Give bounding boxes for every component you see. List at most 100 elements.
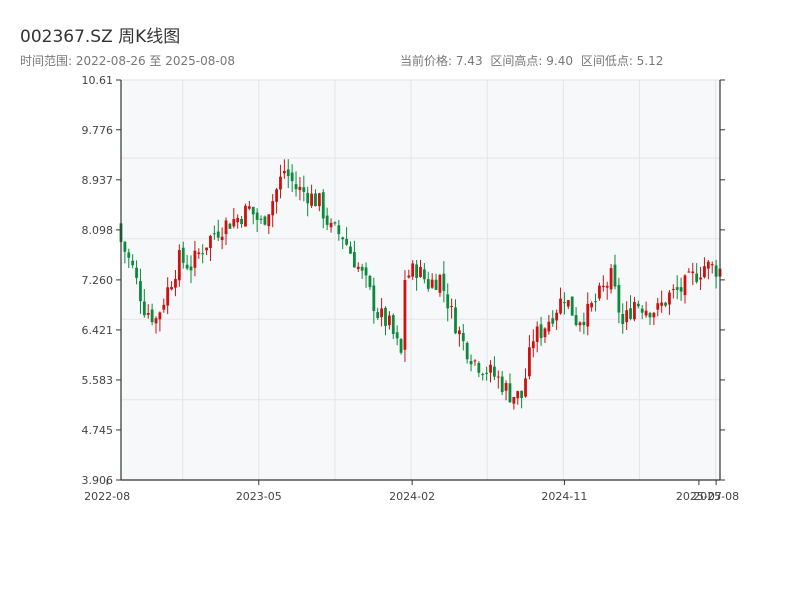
candle-body: [399, 339, 403, 353]
candle-body: [356, 266, 360, 269]
candle-body: [465, 342, 469, 360]
candle-body: [232, 219, 236, 227]
y-tick-label: 5.583: [82, 374, 114, 387]
candle-body: [146, 312, 150, 315]
candle-body: [131, 260, 135, 266]
candle-body: [609, 268, 613, 290]
candle-body: [426, 279, 430, 289]
candle-body: [170, 287, 173, 290]
candle-body: [699, 277, 702, 280]
candle-body: [516, 391, 520, 399]
candle-body: [135, 267, 138, 278]
candle-body: [528, 347, 531, 377]
candle-body: [493, 366, 496, 377]
candle-body: [512, 396, 516, 404]
candle-body: [267, 214, 271, 227]
candle-body: [640, 308, 644, 313]
candle-body: [376, 312, 380, 318]
candle-body: [543, 328, 547, 338]
candle-body: [220, 236, 224, 241]
candle-body: [341, 237, 345, 240]
candle-body: [212, 233, 216, 235]
candle-body: [535, 326, 539, 342]
candle-body: [648, 313, 652, 318]
grid: [121, 79, 720, 481]
x-tick-label: 2025-07: [676, 490, 722, 503]
candle-body: [395, 332, 399, 339]
candle-body: [189, 266, 193, 271]
candle-body: [166, 287, 170, 306]
candle-body: [142, 301, 146, 316]
candle-body: [644, 310, 648, 316]
price-summary: 当前价格: 7.43 区间高点: 9.40 区间低点: 5.12: [400, 52, 667, 69]
candle-body: [298, 186, 302, 191]
candle-body: [524, 378, 527, 397]
candle-body: [205, 247, 208, 251]
candle-body: [594, 301, 597, 303]
candle-body: [314, 193, 317, 207]
candle-body: [605, 285, 609, 288]
y-tick-label: 4.745: [82, 424, 114, 437]
candle-body: [578, 322, 582, 326]
candle-body: [177, 250, 181, 281]
candle-body: [531, 341, 535, 349]
candle-body: [430, 279, 434, 288]
candle-body: [372, 285, 376, 311]
candle-body: [321, 192, 325, 219]
candle-body: [391, 315, 395, 334]
candle-body: [671, 288, 675, 290]
candle-body: [286, 169, 290, 177]
candle-body: [216, 231, 220, 238]
candle-body: [333, 222, 337, 224]
candle-body: [683, 275, 687, 296]
y-tick-label: 8.937: [82, 174, 114, 187]
y-tick-label: 8.098: [82, 224, 114, 237]
candle-body: [329, 222, 333, 228]
candle-body: [691, 271, 695, 274]
candle-body: [127, 252, 131, 258]
candle-body: [625, 310, 629, 323]
candle-body: [703, 266, 706, 278]
candle-body: [668, 292, 671, 305]
candle-body: [407, 275, 411, 278]
candle-body: [601, 285, 605, 288]
candle-body: [162, 304, 166, 310]
candle-body: [364, 267, 368, 276]
candle-body: [457, 330, 461, 335]
candle-body: [555, 312, 559, 321]
candle-body: [547, 321, 551, 332]
candle-body: [411, 263, 415, 277]
candle-body: [154, 318, 158, 324]
candle-body: [244, 205, 247, 227]
candle-body: [656, 303, 660, 310]
candle-body: [387, 315, 391, 326]
candle-body: [259, 218, 263, 220]
candle-body: [181, 247, 185, 263]
candle-body: [446, 294, 450, 309]
candle-body: [508, 383, 512, 403]
candle-body: [586, 303, 590, 327]
chart-title: 002367.SZ 周K线图: [20, 27, 181, 47]
candle-body: [481, 373, 485, 376]
candle-body: [201, 253, 205, 255]
candle-body: [695, 273, 699, 282]
candle-body: [255, 212, 259, 220]
candle-body: [271, 201, 275, 216]
candle-body: [539, 324, 543, 339]
candle-body: [714, 265, 718, 277]
candle-body: [251, 206, 255, 215]
x-tick-label: 2024-11: [541, 490, 587, 503]
candle-body: [629, 308, 632, 319]
candle-body: [419, 266, 422, 278]
x-tick-label: 2025-08: [693, 490, 739, 503]
candle-body: [664, 302, 667, 306]
candle-body: [236, 217, 240, 223]
candle-body: [349, 246, 352, 254]
candle-body: [306, 192, 310, 204]
x-tick-label: 2023-05: [236, 490, 282, 503]
candle-body: [403, 280, 407, 350]
candle-body: [310, 193, 313, 206]
candle-body: [500, 376, 504, 393]
candle-body: [240, 218, 243, 224]
